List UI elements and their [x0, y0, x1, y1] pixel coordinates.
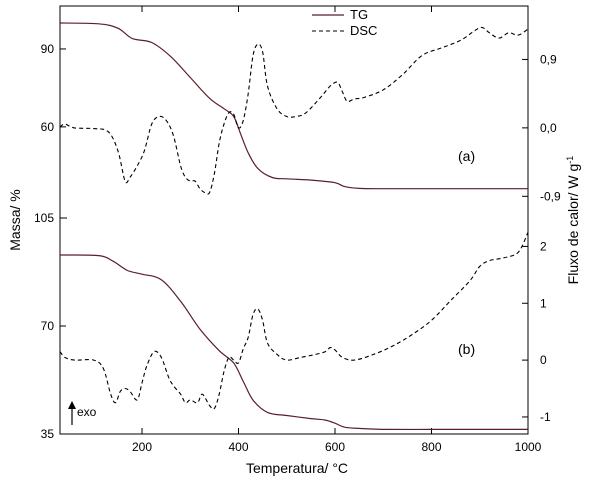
right-y-axis-label-superscript: -1	[565, 156, 575, 164]
left-y-axis-label: Massa/ %	[7, 189, 23, 250]
plot-frame	[59, 5, 529, 435]
legend-dsc-label: DSC	[350, 23, 377, 38]
x-tick-label: 200	[132, 440, 152, 454]
panel-b-dsc-line	[59, 231, 529, 410]
right-tick-label: 2	[540, 239, 547, 253]
right-tick-label: -1	[540, 410, 551, 424]
series-group	[59, 22, 529, 431]
right-y-axis-label: Fluxo de calor/ W g-1	[565, 156, 581, 285]
panel-b-label: (b)	[458, 341, 475, 357]
right-tick-label: 0	[540, 353, 547, 367]
exo-arrow-head	[68, 401, 76, 409]
panel-b-tg-line	[59, 254, 528, 431]
panel-a-label: (a)	[458, 148, 475, 164]
panel-a-tg-line	[59, 22, 528, 190]
exo-annotation: exo	[68, 401, 97, 425]
axis-tick-labels: 200 400 600 800 1000 90 60 0,9 0,0 -0,9 105 70 35 2 1 0…	[34, 42, 561, 454]
legend: TG DSC	[312, 7, 377, 38]
right-tick-label: 1	[540, 296, 547, 310]
left-tick-label: 35	[41, 427, 55, 441]
left-tick-label: 90	[41, 42, 55, 56]
left-tick-label: 70	[41, 319, 55, 333]
x-tick-label: 800	[421, 440, 441, 454]
left-tick-label: 105	[34, 211, 54, 225]
panel-a-dsc-line	[59, 26, 529, 195]
right-tick-label: 0,9	[540, 52, 557, 66]
x-tick-label: 600	[325, 440, 345, 454]
right-tick-label: 0,0	[540, 121, 557, 135]
legend-tg-label: TG	[350, 7, 368, 22]
x-tick-label: 400	[228, 440, 248, 454]
left-tick-label: 60	[41, 120, 55, 134]
right-tick-label: -0,9	[540, 189, 561, 203]
axis-ticks	[60, 6, 529, 435]
exo-label: exo	[77, 405, 97, 419]
x-axis-label: Temperatura/ °C	[246, 460, 348, 476]
x-tick-label: 1000	[515, 440, 542, 454]
